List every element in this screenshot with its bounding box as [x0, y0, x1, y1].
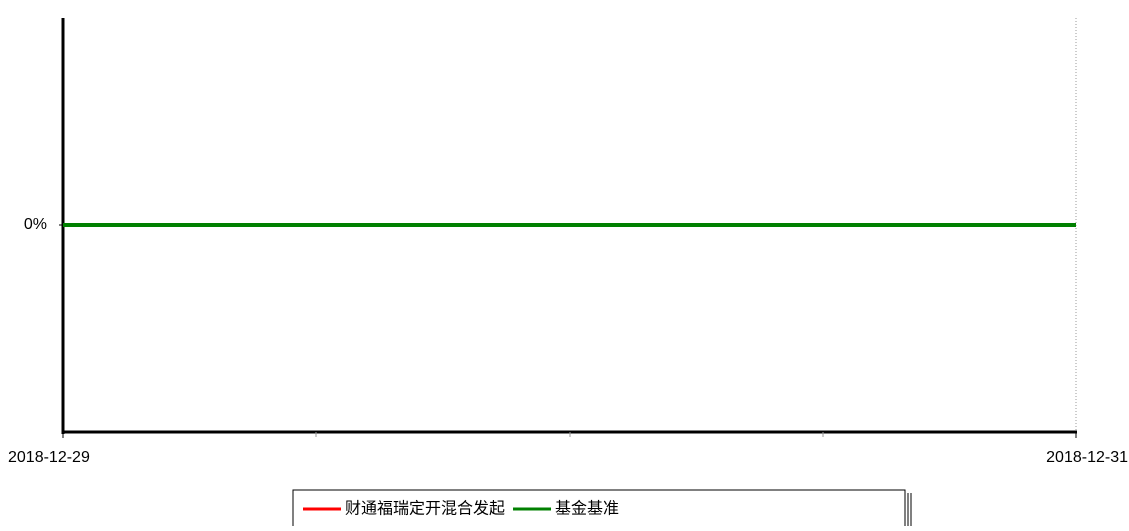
legend-label: 基金基准	[555, 499, 619, 518]
legend-label: 财通福瑞定开混合发起	[345, 499, 505, 518]
x-tick-label: 2018-12-31	[1046, 449, 1128, 466]
y-tick-label: 0%	[24, 216, 47, 233]
x-tick-label: 2018-12-29	[8, 449, 90, 466]
